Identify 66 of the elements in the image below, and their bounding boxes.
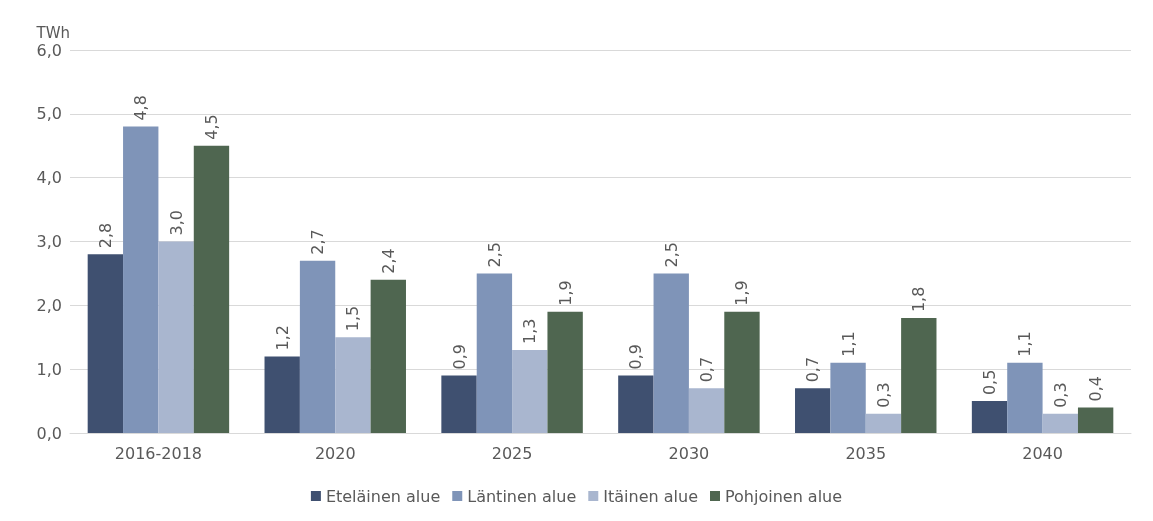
legend-label: Läntinen alue — [467, 486, 577, 506]
legend-label: Itäinen alue — [603, 486, 698, 506]
bar — [1007, 362, 1043, 433]
bar — [688, 388, 725, 433]
y-tick-label: 6,0 — [36, 40, 62, 60]
y-tick-label: 1,0 — [36, 359, 62, 379]
data-label: 1,9 — [555, 280, 575, 306]
y-tick-label: 5,0 — [36, 104, 62, 124]
y-tick-label: 2,0 — [36, 295, 62, 315]
bar — [1042, 413, 1078, 433]
bar — [830, 362, 866, 433]
data-label: 0,7 — [697, 356, 717, 383]
data-label: 1,1 — [1015, 331, 1035, 357]
legend-label: Eteläinen alue — [325, 486, 441, 506]
data-label: 1,8 — [909, 286, 929, 313]
bar — [971, 401, 1008, 433]
bar — [865, 413, 902, 433]
bar — [299, 260, 336, 433]
data-label: 3,0 — [166, 210, 186, 236]
x-tick-label: 2020 — [314, 443, 356, 463]
data-label: 4,5 — [201, 114, 221, 140]
bar — [618, 375, 654, 433]
bar — [441, 375, 477, 433]
data-label: 0,7 — [803, 356, 823, 383]
data-label: 2,4 — [378, 248, 398, 274]
x-tick-label: 2030 — [668, 443, 710, 463]
bar — [158, 241, 194, 433]
bar — [512, 350, 548, 433]
bar — [123, 126, 159, 433]
data-label: 0,3 — [1050, 382, 1070, 408]
data-label: 4,8 — [131, 95, 151, 121]
x-tick-label: 2016-2018 — [114, 443, 203, 463]
data-label: 1,1 — [838, 331, 858, 357]
bar — [724, 311, 760, 433]
bar — [547, 311, 583, 433]
x-tick-label: 2040 — [1022, 443, 1063, 463]
bar — [653, 273, 689, 433]
data-label: 2,7 — [308, 229, 328, 255]
legend-label: Pohjoinen alue — [724, 486, 843, 506]
data-label: 0,3 — [873, 382, 893, 408]
data-label: 1,5 — [343, 305, 363, 332]
x-tick-label: 2035 — [845, 443, 887, 463]
data-label: 0,5 — [980, 369, 1000, 396]
bar — [795, 388, 831, 433]
bar — [193, 145, 230, 433]
y-tick-label: 0,0 — [36, 423, 62, 443]
data-label: 0,9 — [626, 344, 646, 370]
data-label: 1,3 — [520, 318, 540, 345]
bar — [1077, 407, 1114, 433]
y-tick-label: 3,0 — [36, 232, 62, 251]
data-label: 1,9 — [732, 280, 752, 306]
x-tick-label: 2025 — [491, 443, 533, 463]
data-label: 2,5 — [484, 241, 504, 268]
data-label: 0,9 — [449, 344, 469, 370]
bar — [335, 337, 371, 433]
bar — [87, 254, 124, 433]
bar — [476, 273, 513, 433]
data-label: 1,2 — [272, 324, 292, 351]
data-label: 2,5 — [661, 241, 681, 268]
data-label: 2,8 — [95, 222, 115, 249]
y-axis-title: TWh — [35, 23, 70, 42]
bar — [370, 279, 406, 433]
bar — [264, 356, 300, 433]
bar — [901, 318, 937, 433]
y-tick-label: 4,0 — [36, 168, 62, 188]
data-label: 0,4 — [1086, 376, 1106, 402]
